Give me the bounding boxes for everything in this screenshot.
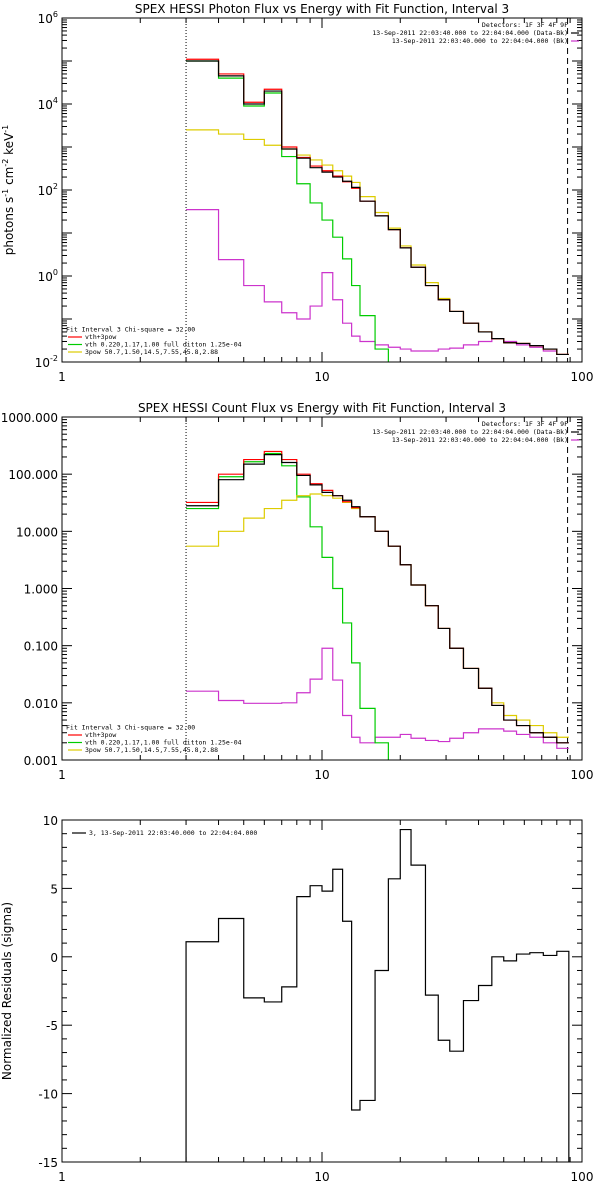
y-tick-label: 1.000 (24, 583, 58, 597)
legend-entry: 3pow 50.7,1.50,14.5,7.55,45.8,2.88 (85, 348, 218, 356)
chart-3: 1 10 100 10 5 0 -5 -10 -15 Normalized Residuals (… (0, 814, 593, 1184)
series-line-vth-3pow (186, 450, 569, 744)
x-tick-label: 1 (58, 370, 66, 384)
legend-entry: 13-Sep-2011 22:03:40.000 to 22:04:04.000… (392, 37, 568, 45)
legend-entry: 13-Sep-2011 22:03:40.000 to 22:04:04.000… (392, 436, 568, 444)
x-tick-label: 10 (314, 768, 329, 782)
x-tick-label: 100 (571, 370, 594, 384)
legend-entry: vth+3pow (85, 333, 116, 341)
x-tick-label: 1 (58, 768, 66, 782)
series-group (186, 450, 569, 760)
legend-entry: Fit Interval 3 Chi-square = 32.00 (66, 724, 195, 732)
legend-entry: vth+3pow (85, 731, 116, 739)
y-tick-label: 1000.000 (1, 411, 58, 425)
legend-entry: 13-Sep-2011 22:03:40.000 to 22:04:04.000… (372, 428, 568, 436)
y-tick-label: 0.001 (24, 754, 58, 768)
legend-entry: Detectors: 1F 3F 4F 9F (482, 420, 568, 428)
x-tick-label: 1 (58, 1170, 66, 1184)
y-tick-label: 102 (38, 182, 58, 198)
y-tick-label: 104 (38, 96, 58, 112)
series-line-residuals (185, 828, 570, 1162)
x-tick-label: 100 (571, 1170, 594, 1184)
plot-frame (61, 17, 583, 363)
y-tick-label: -15 (38, 1156, 58, 1170)
y-axis-label: Normalized Residuals (sigma) (0, 902, 14, 1080)
y-tick-label: 0.100 (24, 640, 58, 654)
legend-entry: Fit Interval 3 Chi-square = 32.00 (66, 326, 195, 334)
x-tick-label: 100 (571, 768, 594, 782)
y-tick-label: 0 (50, 951, 58, 965)
legend-entry: vth 0.220,1.17,1.00 full ditton 1.25e-04 (85, 341, 242, 349)
y-tick-label: 106 (38, 10, 58, 26)
series-line-bk (186, 209, 569, 356)
series-line-3pow (186, 129, 569, 356)
y-axis-label: photons s-1 cm-2 keV-1 (1, 125, 16, 256)
series-group (185, 828, 570, 1162)
series-line-data-bk (186, 453, 569, 744)
y-tick-label: 0.010 (24, 697, 58, 711)
plot-frame (61, 819, 583, 1163)
legend-entry: 3pow 50.7,1.50,14.5,7.55,45.8,2.88 (85, 746, 218, 754)
series-line-data-bk (186, 60, 569, 356)
series-line-vth (186, 60, 389, 362)
legend-entry: 3, 13-Sep-2011 22:03:40.000 to 22:04:04.… (89, 829, 257, 837)
series-group (186, 58, 569, 362)
legend-entry: vth 0.220,1.17,1.00 full ditton 1.25e-04 (85, 739, 242, 747)
y-tick-label: 100 (38, 268, 58, 284)
y-tick-label: 100.000 (8, 468, 58, 482)
chart-title: SPEX HESSI Photon Flux vs Energy with Fi… (135, 2, 509, 16)
chart-title: SPEX HESSI Count Flux vs Energy with Fit… (138, 401, 506, 415)
series-line-vth (186, 452, 389, 760)
y-tick-label: -5 (46, 1019, 58, 1033)
legend-entry: Detectors: 1F 3F 4F 9F (482, 21, 568, 29)
x-tick-label: 10 (314, 1170, 329, 1184)
plot-frame (61, 416, 583, 761)
x-tick-label: 10 (314, 370, 329, 384)
chart-1: SPEX HESSI Photon Flux vs Energy with Fi… (1, 2, 594, 384)
y-tick-label: 10.000 (16, 525, 58, 539)
y-tick-label: 10 (43, 814, 58, 828)
chart-2: SPEX HESSI Count Flux vs Energy with Fit… (1, 401, 594, 782)
series-line-bk (186, 647, 569, 749)
y-tick-label: 10-2 (35, 354, 58, 370)
y-tick-label: 5 (50, 882, 58, 896)
y-tick-label: -10 (38, 1088, 58, 1102)
legend-entry: 13-Sep-2011 22:03:40.000 to 22:04:04.000… (372, 29, 568, 37)
